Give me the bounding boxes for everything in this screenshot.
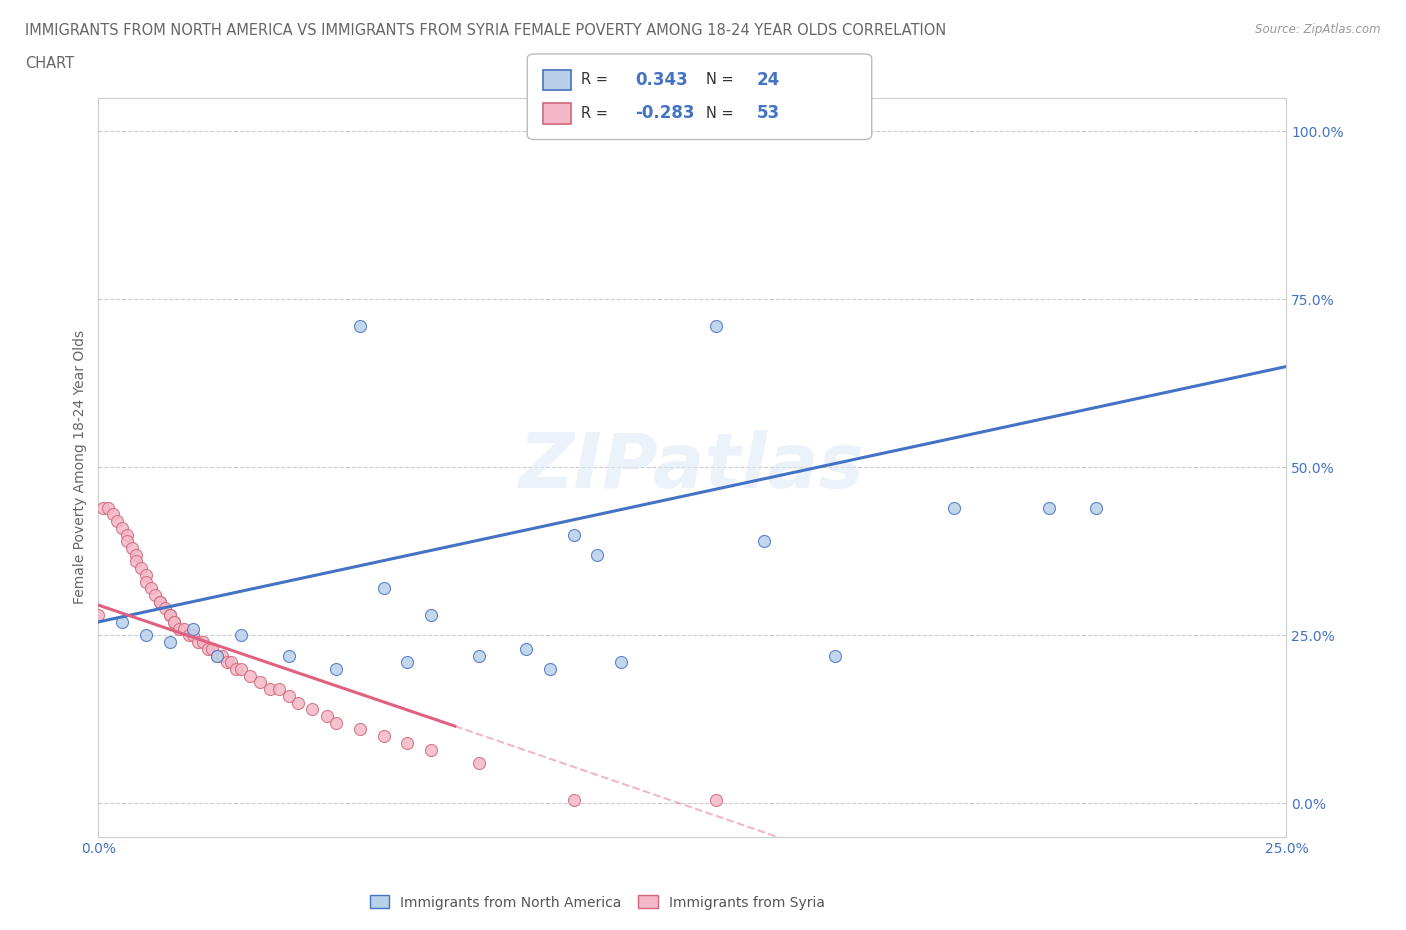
Point — [586, 547, 609, 562]
Legend: Immigrants from North America, Immigrants from Syria: Immigrants from North America, Immigrant… — [364, 890, 831, 915]
Point — [704, 319, 727, 334]
Point — [467, 755, 489, 770]
Point — [159, 608, 181, 623]
Point — [173, 621, 195, 636]
Point — [538, 661, 561, 676]
Point — [97, 500, 120, 515]
Point — [197, 642, 219, 657]
Point — [396, 736, 419, 751]
Point — [287, 695, 309, 710]
Point — [396, 655, 419, 670]
Text: 24: 24 — [756, 71, 780, 89]
Point — [139, 581, 162, 596]
Point — [101, 507, 124, 522]
Point — [301, 702, 323, 717]
Point — [125, 547, 148, 562]
Point — [183, 621, 205, 636]
Text: IMMIGRANTS FROM NORTH AMERICA VS IMMIGRANTS FROM SYRIA FEMALE POVERTY AMONG 18-2: IMMIGRANTS FROM NORTH AMERICA VS IMMIGRA… — [25, 23, 946, 38]
Point — [349, 722, 371, 737]
Point — [277, 688, 299, 703]
Point — [187, 634, 209, 649]
Point — [373, 581, 395, 596]
Point — [942, 500, 965, 515]
Point — [183, 628, 205, 643]
Point — [515, 642, 537, 657]
Text: R =: R = — [581, 73, 607, 87]
Point — [177, 628, 200, 643]
Point — [420, 608, 443, 623]
Point — [325, 661, 347, 676]
Text: CHART: CHART — [25, 56, 75, 71]
Point — [163, 615, 186, 630]
Point — [153, 601, 176, 616]
Point — [373, 729, 395, 744]
Point — [752, 534, 775, 549]
Text: -0.283: -0.283 — [636, 104, 695, 123]
Point — [191, 634, 214, 649]
Point — [201, 642, 224, 657]
Point — [610, 655, 633, 670]
Point — [420, 742, 443, 757]
Point — [135, 567, 157, 582]
Point — [325, 715, 347, 730]
Text: 0.343: 0.343 — [636, 71, 689, 89]
Point — [225, 661, 247, 676]
Point — [135, 574, 157, 589]
Point — [111, 615, 134, 630]
Point — [129, 561, 152, 576]
Point — [229, 628, 252, 643]
Point — [267, 682, 290, 697]
Point — [115, 527, 138, 542]
Point — [167, 621, 190, 636]
Point — [211, 648, 233, 663]
Y-axis label: Female Poverty Among 18-24 Year Olds: Female Poverty Among 18-24 Year Olds — [73, 330, 87, 604]
Point — [149, 594, 172, 609]
Point — [562, 527, 585, 542]
Text: R =: R = — [581, 106, 607, 121]
Point — [215, 655, 238, 670]
Point — [1038, 500, 1060, 515]
Point — [121, 540, 143, 555]
Point — [145, 588, 167, 603]
Point — [1085, 500, 1108, 515]
Text: ZIPatlas: ZIPatlas — [519, 431, 866, 504]
Point — [315, 709, 337, 724]
Point — [249, 675, 271, 690]
Point — [239, 669, 262, 684]
Point — [115, 534, 138, 549]
Point — [704, 792, 727, 807]
Point — [163, 615, 186, 630]
Point — [277, 648, 299, 663]
Point — [135, 628, 157, 643]
Point — [207, 648, 229, 663]
Point — [467, 648, 489, 663]
Text: N =: N = — [706, 73, 734, 87]
Point — [221, 655, 243, 670]
Text: N =: N = — [706, 106, 734, 121]
Point — [125, 554, 148, 569]
Point — [259, 682, 281, 697]
Point — [107, 513, 129, 528]
Point — [159, 634, 181, 649]
Point — [349, 319, 371, 334]
Text: 53: 53 — [756, 104, 779, 123]
Point — [229, 661, 252, 676]
Point — [91, 500, 114, 515]
Point — [824, 648, 846, 663]
Point — [111, 521, 134, 536]
Point — [159, 608, 181, 623]
Text: Source: ZipAtlas.com: Source: ZipAtlas.com — [1256, 23, 1381, 36]
Point — [87, 608, 110, 623]
Point — [207, 648, 229, 663]
Point — [562, 792, 585, 807]
Point — [149, 594, 172, 609]
